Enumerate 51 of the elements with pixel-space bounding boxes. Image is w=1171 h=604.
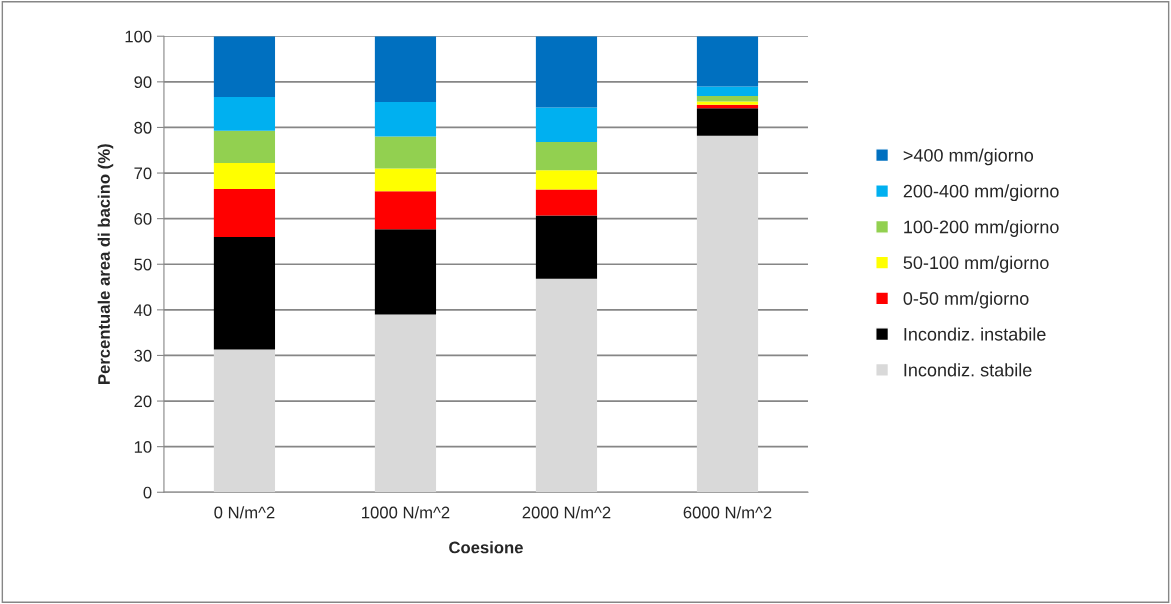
x-axis-title: Coesione	[449, 541, 523, 554]
bar	[374, 229, 437, 315]
y-tick-label: 70	[134, 167, 152, 180]
bar	[535, 189, 598, 216]
bar	[213, 349, 276, 493]
legend-label: Incondiz. instabile	[904, 327, 1046, 341]
bar	[696, 101, 759, 105]
y-tick-label: 30	[134, 349, 152, 362]
legend-label: 0-50 mm/giorno	[903, 291, 1029, 309]
bar	[374, 136, 437, 169]
y-tick-label: 50	[134, 258, 152, 271]
bar	[374, 36, 437, 102]
bar	[535, 278, 598, 493]
bar	[213, 163, 276, 190]
bar	[535, 170, 598, 190]
legend-label: 200-400 mm/giorno	[903, 184, 1059, 202]
bar	[535, 36, 598, 108]
x-tick-label: 0 N/m^2	[214, 506, 275, 519]
bar	[696, 135, 759, 493]
y-axis-title: Percentuale area di bacino (%)	[97, 144, 114, 384]
bar	[374, 101, 437, 137]
bar	[374, 314, 437, 493]
bar	[696, 86, 759, 96]
bar	[213, 96, 276, 131]
bar	[696, 36, 759, 87]
bar	[374, 168, 437, 192]
legend-label: 100-200 mm/giorno	[904, 220, 1059, 237]
bar	[535, 107, 598, 143]
y-tick-label: 0	[143, 486, 152, 499]
legend-label: 50-100 mm/giorno	[903, 255, 1049, 273]
bar	[213, 130, 276, 164]
bar	[374, 191, 437, 230]
y-tick-label: 80	[134, 121, 152, 134]
y-tick-label: 20	[134, 395, 152, 408]
y-tick-label: 60	[134, 213, 152, 225]
bar	[535, 215, 598, 279]
bar	[213, 189, 276, 237]
y-tick-label: 100	[125, 30, 152, 43]
x-tick-label: 2000 N/m^2	[522, 506, 611, 519]
y-tick-label: 90	[134, 76, 152, 89]
bar	[696, 95, 759, 102]
bar	[213, 236, 276, 350]
x-tick-label: 6000 N/m^2	[683, 506, 772, 519]
legend-label: Incondiz. stabile	[904, 363, 1032, 377]
bar	[696, 108, 759, 136]
legend-label: >400 mm/giorno	[903, 148, 1034, 166]
bar	[535, 142, 598, 171]
y-tick-label: 40	[133, 304, 152, 317]
bar	[213, 36, 276, 97]
y-tick-label: 10	[134, 441, 152, 453]
x-tick-label: 1000 N/m^2	[362, 506, 450, 519]
